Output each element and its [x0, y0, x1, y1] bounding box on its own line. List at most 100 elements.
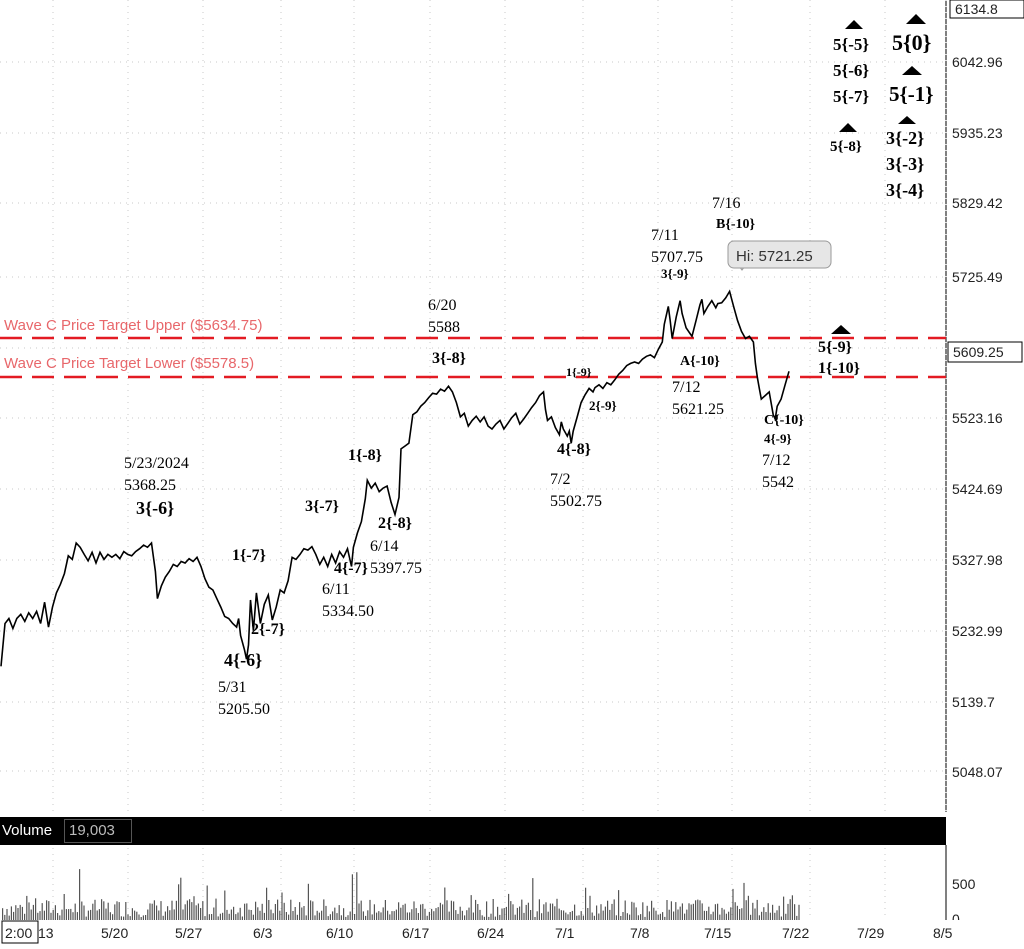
annotation-wave: 3{-4}	[886, 180, 924, 200]
x-axis-band	[0, 920, 1024, 949]
annotation-wave: 5{-1}	[889, 82, 934, 106]
volume-bar	[380, 912, 382, 920]
volume-bar	[567, 914, 569, 920]
volume-bar	[384, 900, 386, 920]
volume-bar	[74, 903, 76, 920]
volume-bar	[211, 914, 213, 920]
volume-bar	[325, 905, 327, 920]
volume-bar	[723, 909, 725, 920]
volume-bar	[552, 903, 554, 920]
volume-bar	[151, 903, 153, 920]
volume-bar	[217, 916, 219, 920]
volume-bar	[76, 912, 78, 920]
volume-bar	[437, 907, 439, 920]
volume-bar	[354, 914, 356, 920]
volume-bar	[376, 912, 378, 920]
volume-bar	[563, 910, 565, 920]
volume-bar	[525, 904, 527, 920]
volume-bar	[83, 905, 85, 920]
volume-bar	[294, 907, 296, 920]
volume-bar	[404, 903, 406, 920]
volume-bar	[635, 907, 637, 920]
volume-bar	[591, 912, 593, 920]
volume-bar	[453, 901, 455, 920]
volume-bar	[318, 912, 320, 920]
volume-bar	[662, 912, 664, 920]
volume-bar	[230, 909, 232, 920]
y-tick-label: 5048.07	[952, 764, 1003, 780]
projection-triangle-icon	[839, 123, 857, 132]
volume-bar	[717, 903, 719, 920]
annotation-wave: 5{-8}	[830, 139, 862, 155]
volume-bar	[285, 912, 287, 920]
annotation-price: 5502.75	[550, 493, 602, 510]
volume-bar	[250, 910, 252, 920]
volume-bar	[699, 900, 701, 920]
volume-bar	[486, 901, 488, 920]
volume-bar	[129, 916, 131, 920]
volume-bar	[554, 906, 556, 920]
volume-bar	[184, 904, 186, 920]
annotation-wave: 4{-6}	[224, 650, 262, 670]
volume-bar	[81, 901, 83, 920]
annotation-price: 5368.25	[124, 477, 176, 494]
annotation-wave: 2{-8}	[378, 515, 412, 532]
annotation-wave: A{-10}	[680, 354, 720, 369]
volume-bar	[362, 911, 364, 920]
volume-bar	[301, 907, 303, 920]
volume-bar	[213, 907, 215, 920]
volume-bar	[519, 906, 521, 920]
volume-bar	[228, 913, 230, 920]
volume-bar	[494, 916, 496, 920]
volume-bar	[147, 909, 149, 920]
volume-bar	[549, 903, 551, 920]
volume-bar	[360, 900, 362, 920]
volume-bar	[499, 914, 501, 920]
volume-bar	[371, 914, 373, 920]
volume-bar	[272, 913, 274, 920]
volume-bar	[409, 912, 411, 920]
volume-bar	[468, 907, 470, 920]
volume-bar	[222, 912, 224, 920]
volume-bar	[798, 904, 800, 920]
volume-bar	[466, 910, 468, 920]
annotation-date: 7/16	[712, 195, 740, 212]
wave-c-lower-label: Wave C Price Target Lower ($5578.5)	[4, 355, 254, 372]
volume-bar	[604, 906, 606, 920]
volume-bar	[10, 906, 12, 920]
volume-bar	[626, 913, 628, 920]
volume-bar	[653, 907, 655, 920]
volume-bar	[424, 908, 426, 920]
volume-bar	[4, 914, 6, 920]
volume-bar	[644, 916, 646, 920]
y-tick-label: 5424.69	[952, 481, 1003, 497]
volume-bar	[640, 914, 642, 920]
volume-bar	[668, 909, 670, 920]
volume-bar	[615, 915, 617, 920]
volume-bar	[30, 909, 32, 920]
annotation-date: 7/2	[550, 471, 570, 488]
volume-bar	[582, 915, 584, 920]
volume-bar	[303, 906, 305, 920]
volume-bar	[527, 902, 529, 920]
volume-bar	[620, 916, 622, 920]
y-tick-label: 5232.99	[952, 623, 1003, 639]
volume-bar	[6, 909, 8, 920]
volume-bar	[292, 911, 294, 920]
volume-bar	[164, 911, 166, 920]
volume-bar	[57, 913, 59, 920]
x-tick-label: 8/5	[933, 925, 953, 941]
volume-bar	[367, 910, 369, 920]
volume-bar	[629, 914, 631, 920]
annotation-price: 5542	[762, 474, 794, 491]
x-tick-label: 7/1	[555, 925, 575, 941]
volume-bar	[783, 896, 785, 920]
volume-label: Volume	[2, 822, 53, 839]
volume-bar	[637, 915, 639, 920]
volume-bar	[692, 903, 694, 920]
volume-bar	[589, 895, 591, 920]
annotation-wave: 1{-9}	[566, 365, 592, 379]
volume-bar	[140, 917, 142, 920]
volume-bar	[191, 902, 193, 920]
volume-bar	[512, 904, 514, 920]
